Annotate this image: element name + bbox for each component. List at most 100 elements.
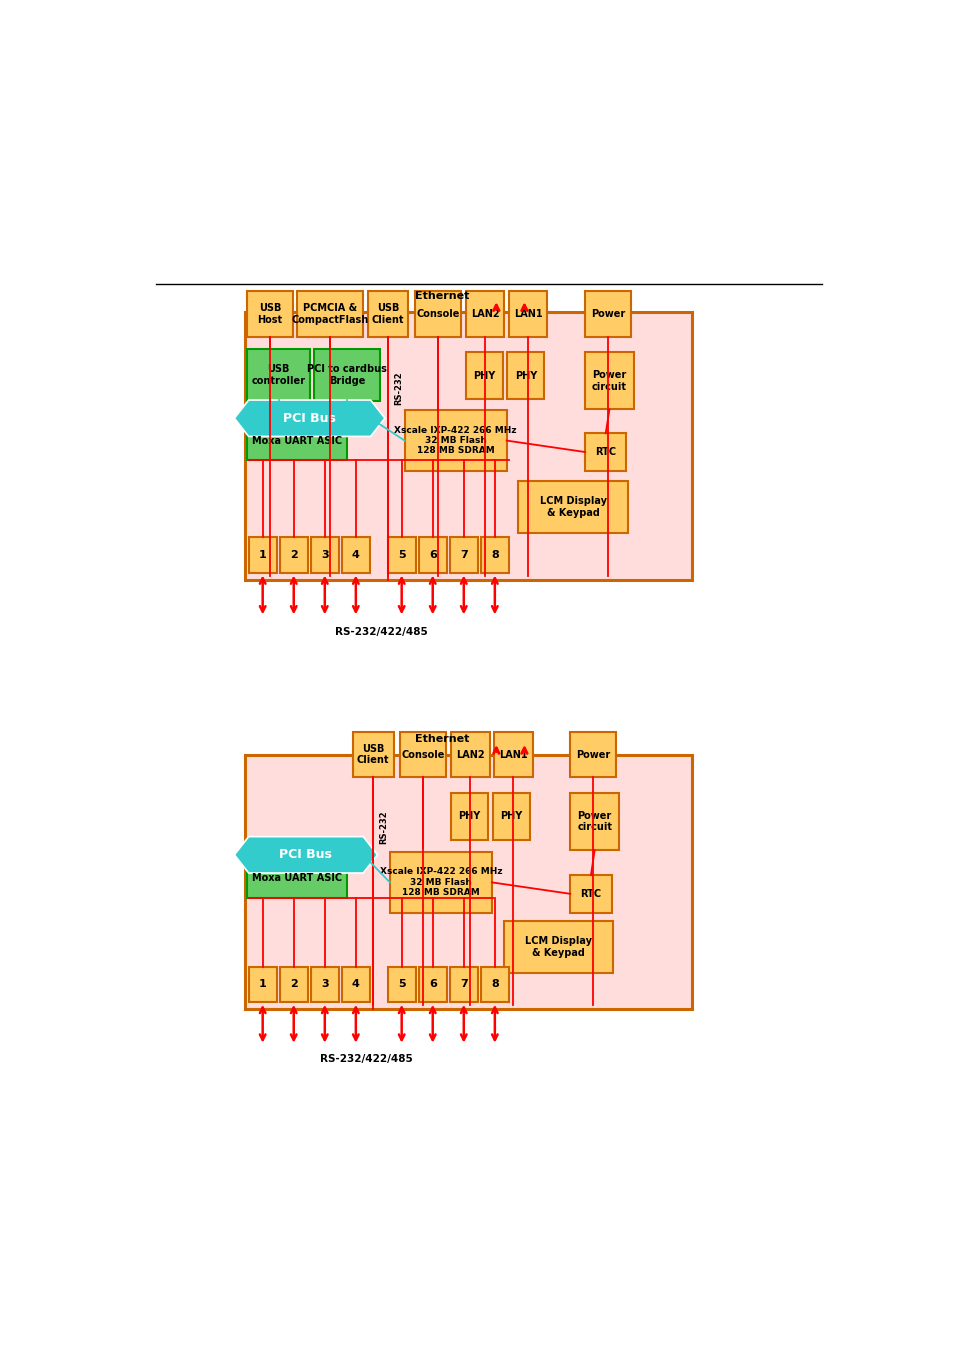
Text: PCI to cardbus
Bridge: PCI to cardbus Bridge [307, 364, 387, 386]
Bar [465, 352, 502, 400]
Bar [249, 537, 276, 572]
Polygon shape [234, 837, 377, 873]
Bar [279, 537, 308, 572]
Text: PCI Bus: PCI Bus [283, 412, 335, 425]
Bar [341, 537, 370, 572]
Bar [279, 967, 308, 1002]
Text: USB
controller: USB controller [252, 364, 305, 386]
Text: RTC: RTC [579, 888, 601, 899]
Text: 4: 4 [352, 549, 359, 560]
Bar [387, 537, 416, 572]
Text: LAN2: LAN2 [471, 309, 499, 319]
Text: 3: 3 [320, 979, 328, 990]
Text: RS-232/422/485: RS-232/422/485 [319, 1054, 412, 1064]
Bar [494, 732, 532, 778]
Text: 3: 3 [320, 549, 328, 560]
Text: Power: Power [576, 749, 610, 760]
Bar [584, 433, 626, 471]
Text: 2: 2 [290, 979, 297, 990]
Text: RTC: RTC [595, 447, 616, 458]
Text: 8: 8 [491, 549, 498, 560]
Text: LCM Display
& Keypad: LCM Display & Keypad [539, 497, 606, 518]
Text: LAN2: LAN2 [456, 749, 484, 760]
Text: Power: Power [590, 309, 624, 319]
Bar [480, 967, 508, 1002]
Bar [503, 921, 613, 973]
Bar [449, 967, 477, 1002]
Bar [367, 290, 408, 336]
Bar [584, 352, 633, 409]
Text: PHY: PHY [458, 811, 480, 821]
Text: 5: 5 [397, 979, 405, 990]
Text: PCI Bus: PCI Bus [279, 848, 332, 861]
Text: PHY: PHY [499, 811, 521, 821]
Polygon shape [234, 400, 384, 436]
Bar [390, 852, 492, 913]
Text: Power
circuit: Power circuit [591, 370, 626, 392]
Bar [353, 732, 394, 778]
Bar [570, 792, 618, 850]
Bar [400, 732, 446, 778]
Bar [247, 421, 347, 460]
Bar [492, 792, 529, 840]
Text: Console: Console [416, 309, 459, 319]
Bar [387, 967, 416, 1002]
Text: PHY: PHY [473, 371, 496, 381]
Text: PCMCIA &
CompactFlash: PCMCIA & CompactFlash [291, 302, 368, 324]
Text: 1: 1 [258, 549, 266, 560]
Text: Xscale IXP-422 266 MHz
32 MB Flash
128 MB SDRAM: Xscale IXP-422 266 MHz 32 MB Flash 128 M… [394, 425, 517, 455]
Bar [584, 290, 630, 336]
Text: 2: 2 [290, 549, 297, 560]
Text: Console: Console [401, 749, 444, 760]
Bar [404, 410, 506, 471]
Text: Ethernet: Ethernet [415, 734, 469, 744]
Bar [418, 537, 446, 572]
Text: PHY: PHY [515, 371, 537, 381]
Bar [245, 755, 692, 1010]
Bar [311, 967, 338, 1002]
Bar [480, 537, 508, 572]
Text: 6: 6 [428, 549, 436, 560]
Text: 7: 7 [459, 979, 467, 990]
Text: 8: 8 [491, 979, 498, 990]
Text: RS-232: RS-232 [379, 810, 388, 844]
Bar [249, 967, 276, 1002]
Bar [518, 481, 627, 533]
Bar [418, 967, 446, 1002]
Text: 7: 7 [459, 549, 467, 560]
Text: 1: 1 [258, 979, 266, 990]
Text: USB
Client: USB Client [372, 302, 404, 324]
Text: 4: 4 [352, 979, 359, 990]
Bar [449, 537, 477, 572]
Text: Moxa UART ASIC: Moxa UART ASIC [252, 873, 342, 883]
Text: RS-232: RS-232 [394, 371, 403, 405]
Text: Moxa UART ASIC: Moxa UART ASIC [252, 436, 342, 446]
Text: Xscale IXP-422 266 MHz
32 MB Flash
128 MB SDRAM: Xscale IXP-422 266 MHz 32 MB Flash 128 M… [379, 868, 501, 898]
Bar [507, 352, 544, 400]
Bar [341, 967, 370, 1002]
Bar [451, 792, 488, 840]
Text: USB
Host: USB Host [257, 302, 282, 324]
Bar [245, 312, 692, 580]
Text: LAN1: LAN1 [514, 309, 542, 319]
Text: Power
circuit: Power circuit [577, 811, 612, 833]
Bar [508, 290, 547, 336]
Bar [247, 350, 310, 401]
Bar [311, 537, 338, 572]
Bar [247, 290, 293, 336]
Text: Ethernet: Ethernet [415, 292, 469, 301]
Bar [415, 290, 460, 336]
Bar [314, 350, 380, 401]
Bar [296, 290, 363, 336]
Bar [465, 290, 504, 336]
Text: LCM Display
& Keypad: LCM Display & Keypad [524, 936, 591, 957]
Text: 5: 5 [397, 549, 405, 560]
Bar [451, 732, 489, 778]
Bar [247, 859, 347, 898]
Text: USB
Client: USB Client [356, 744, 389, 765]
Bar [570, 875, 611, 913]
Text: 6: 6 [428, 979, 436, 990]
Text: LAN1: LAN1 [498, 749, 527, 760]
Bar [570, 732, 616, 778]
Text: RS-232/422/485: RS-232/422/485 [335, 626, 427, 637]
